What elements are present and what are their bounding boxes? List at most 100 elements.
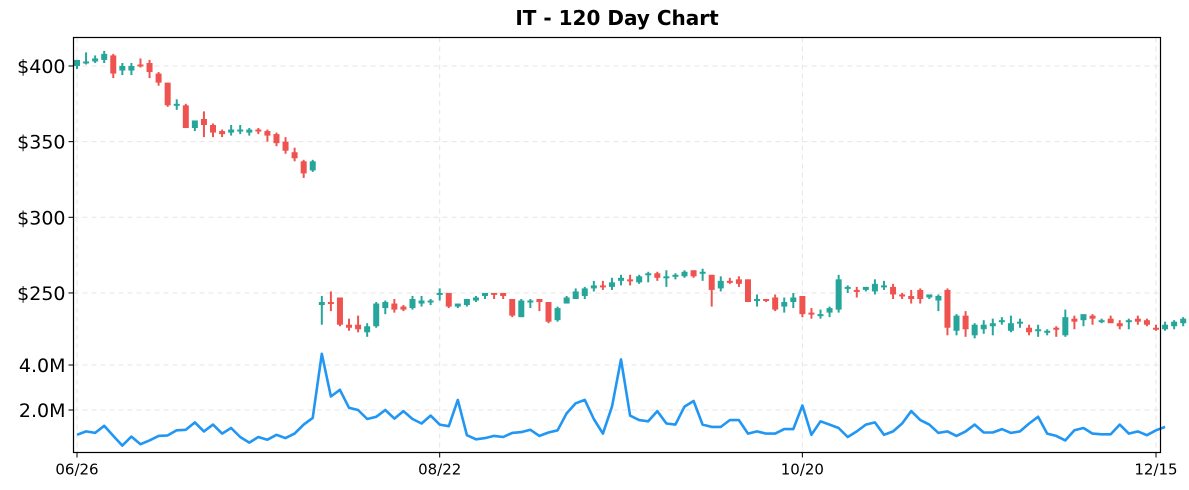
candle-up — [663, 276, 670, 279]
candle-down — [627, 279, 634, 282]
candle-down — [1143, 320, 1150, 325]
candle-down — [799, 295, 806, 315]
candle-up — [1171, 321, 1178, 327]
candle-up — [92, 58, 99, 62]
candle-down — [210, 125, 217, 133]
candle-down — [763, 299, 770, 302]
price-tick-label: $350 — [17, 132, 65, 154]
candle-up — [953, 315, 960, 331]
candle-down — [917, 289, 924, 300]
candle-down — [1053, 327, 1060, 330]
candle-up — [989, 323, 996, 327]
candle-up — [128, 66, 135, 71]
date-tick-label: 10/20 — [781, 461, 824, 479]
candle-down — [182, 105, 189, 129]
candle-down — [327, 302, 334, 305]
candle-up — [318, 302, 325, 306]
candle-up — [1125, 320, 1132, 323]
candle-down — [164, 82, 171, 106]
price-tick-label: $250 — [17, 283, 65, 305]
candle-down — [1107, 318, 1114, 324]
candle-up — [373, 303, 380, 327]
candle-up — [672, 274, 679, 277]
volume-line — [76, 352, 1166, 447]
candle-up — [1044, 330, 1051, 333]
candle-down — [300, 161, 307, 174]
candle-down — [808, 312, 815, 315]
candle-down — [509, 299, 516, 316]
candle-down — [500, 292, 507, 296]
candle-down — [1071, 318, 1078, 322]
candle-down — [944, 289, 951, 328]
chart-title: IT - 120 Day Chart — [515, 6, 719, 30]
candle-down — [772, 297, 779, 310]
date-tick-label: 12/15 — [1134, 461, 1177, 479]
price-tick-label: $300 — [17, 207, 65, 229]
candle-down — [391, 303, 398, 310]
candle-up — [681, 271, 688, 277]
candle-up — [1007, 323, 1014, 331]
candle-down — [110, 55, 117, 74]
volume-tick-label: 2.0M — [19, 400, 66, 422]
candle-down — [400, 306, 407, 310]
candle-up — [1035, 329, 1042, 332]
candle-up — [618, 277, 625, 281]
candle-up — [926, 294, 933, 298]
candle-up — [518, 300, 525, 318]
candle-down — [1116, 323, 1123, 327]
candle-up — [935, 295, 942, 301]
candle-up — [463, 299, 470, 306]
candle-down — [1026, 327, 1033, 333]
candle-up — [427, 300, 434, 303]
candle-up — [998, 320, 1005, 323]
candle-up — [781, 302, 788, 307]
candle-up — [237, 129, 244, 132]
candle-up — [699, 271, 706, 274]
candle-up — [364, 326, 371, 333]
candle-up — [527, 300, 534, 303]
candle-down — [890, 286, 897, 295]
candle-down — [282, 141, 289, 151]
candle-up — [246, 129, 253, 133]
candle-up — [590, 285, 597, 289]
candle-up — [790, 297, 797, 303]
candle-up — [119, 66, 126, 71]
candle-down — [1153, 327, 1159, 330]
candle-up — [173, 103, 180, 106]
volume-line-series — [76, 352, 1166, 447]
candle-up — [482, 292, 489, 296]
candle-up — [636, 276, 643, 283]
candle-up — [309, 161, 316, 171]
candle-down — [445, 292, 452, 307]
candle-up — [871, 283, 878, 292]
candle-up — [645, 273, 652, 276]
candle-up — [817, 314, 824, 317]
candle-up — [754, 299, 761, 302]
candle-down — [336, 297, 343, 325]
date-tick-label: 06/26 — [55, 461, 98, 479]
candle-up — [1162, 324, 1169, 330]
candlestick-series — [74, 50, 1187, 339]
candle-up — [191, 120, 198, 129]
candle-up — [418, 300, 425, 304]
grid-lines — [73, 37, 1161, 453]
price-tick-label: $400 — [17, 56, 65, 78]
candle-down — [1089, 315, 1096, 319]
candle-down — [346, 324, 353, 328]
candle-up — [1062, 317, 1069, 336]
candle-down — [1134, 318, 1141, 322]
candle-up — [101, 53, 108, 60]
candle-down — [491, 292, 498, 295]
candle-down — [146, 62, 153, 73]
candle-up — [1080, 314, 1087, 321]
candle-up — [880, 285, 887, 288]
candle-up — [436, 292, 443, 295]
candle-up — [581, 288, 588, 296]
candle-up — [74, 59, 80, 66]
candle-down — [255, 129, 262, 132]
candle-down — [155, 73, 162, 83]
volume-tick-label: 4.0M — [19, 355, 66, 377]
candle-down — [908, 295, 915, 300]
candle-up — [563, 297, 570, 304]
candle-down — [708, 274, 715, 290]
